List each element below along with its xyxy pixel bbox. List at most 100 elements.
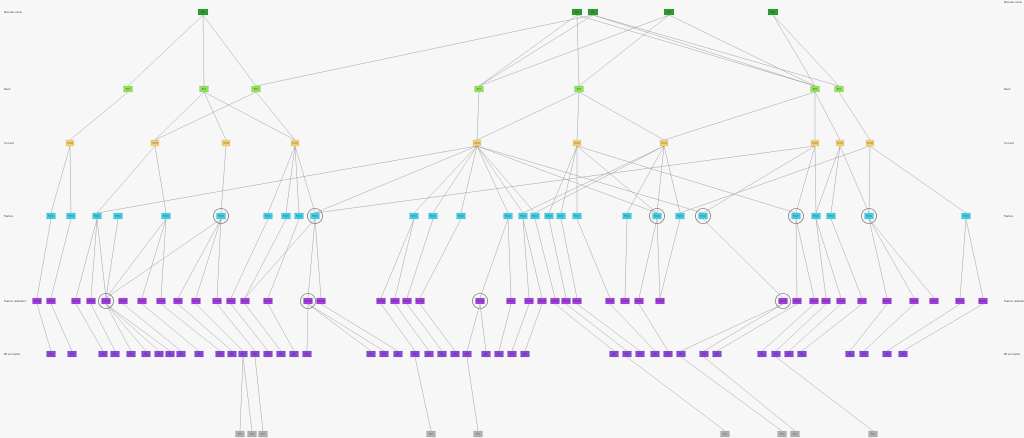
node-r15[interactable]: Realization <box>300 293 316 309</box>
node-r2[interactable]: Realization <box>46 297 56 305</box>
node-b42[interactable]: Bits <box>797 350 807 358</box>
node-f10[interactable]: Feature <box>307 208 323 224</box>
node-n7[interactable]: Need <box>834 85 844 93</box>
node-c5[interactable]: Concept <box>472 139 482 147</box>
node-c8[interactable]: Concept <box>810 139 820 147</box>
node-c3[interactable]: Concept <box>221 139 231 147</box>
node-f6[interactable]: Feature <box>213 208 229 224</box>
node-b21[interactable]: Bits <box>393 350 403 358</box>
node-r28[interactable]: Realization <box>605 297 615 305</box>
node-f24[interactable]: Feature <box>788 208 804 224</box>
node-f28[interactable]: Feature <box>961 212 971 220</box>
node-b9[interactable]: Bits <box>176 350 186 358</box>
node-n6[interactable]: Need <box>810 85 820 93</box>
node-r16[interactable]: Realization <box>316 297 326 305</box>
node-c1[interactable]: Concept <box>65 139 75 147</box>
node-b19[interactable]: Bits <box>366 350 376 358</box>
node-f8[interactable]: Feature <box>281 212 291 220</box>
node-r1[interactable]: Realization <box>32 297 42 305</box>
node-n5[interactable]: Need <box>574 85 584 93</box>
node-r20[interactable]: Realization <box>415 297 425 305</box>
node-r26[interactable]: Realization <box>561 297 571 305</box>
node-b17[interactable]: Bits <box>289 350 299 358</box>
node-b20[interactable]: Bits <box>379 350 389 358</box>
node-r8[interactable]: Realization <box>156 297 166 305</box>
node-f2[interactable]: Feature <box>66 212 76 220</box>
node-r11[interactable]: Realization <box>212 297 222 305</box>
node-b46[interactable]: Bits <box>898 350 908 358</box>
node-r29[interactable]: Realization <box>620 297 630 305</box>
node-b14[interactable]: Bits <box>250 350 260 358</box>
node-b44[interactable]: Bits <box>859 350 869 358</box>
node-r31[interactable]: Realization <box>655 297 665 305</box>
node-f22[interactable]: Feature <box>675 212 685 220</box>
node-b22[interactable]: Bits <box>410 350 420 358</box>
node-b31[interactable]: Bits <box>609 350 619 358</box>
node-b1[interactable]: Bits <box>46 350 56 358</box>
node-g6[interactable]: Item <box>720 430 730 438</box>
node-c9[interactable]: Concept <box>835 139 845 147</box>
node-f19[interactable]: Feature <box>572 212 582 220</box>
node-r23[interactable]: Realization <box>524 297 534 305</box>
node-b15[interactable]: Bits <box>263 350 273 358</box>
node-g8[interactable]: Item <box>790 430 800 438</box>
node-b36[interactable]: Bits <box>676 350 686 358</box>
node-b25[interactable]: Bits <box>450 350 460 358</box>
node-c6[interactable]: Concept <box>572 139 582 147</box>
node-b32[interactable]: Bits <box>622 350 632 358</box>
node-r3[interactable]: Realization <box>71 297 81 305</box>
node-f16[interactable]: Feature <box>530 212 540 220</box>
node-f21[interactable]: Feature <box>649 208 665 224</box>
node-r39[interactable]: Realization <box>909 297 919 305</box>
node-f5[interactable]: Feature <box>161 212 171 220</box>
node-f27[interactable]: Feature <box>861 208 877 224</box>
node-b12[interactable]: Bits <box>227 350 237 358</box>
node-bv1[interactable]: Value <box>197 8 209 16</box>
node-r30[interactable]: Realization <box>634 297 644 305</box>
node-b28[interactable]: Bits <box>494 350 504 358</box>
node-c10[interactable]: Concept <box>865 139 875 147</box>
node-b4[interactable]: Bits <box>110 350 120 358</box>
node-r14[interactable]: Realization <box>263 297 273 305</box>
node-g2[interactable]: Item <box>247 430 257 438</box>
node-r40[interactable]: Realization <box>929 297 939 305</box>
node-f26[interactable]: Feature <box>826 212 836 220</box>
node-r18[interactable]: Realization <box>390 297 400 305</box>
node-f13[interactable]: Feature <box>456 212 466 220</box>
node-f11[interactable]: Feature <box>409 212 419 220</box>
node-b39[interactable]: Bits <box>757 350 767 358</box>
node-g4[interactable]: Item <box>426 430 436 438</box>
node-f14[interactable]: Feature <box>503 212 513 220</box>
node-b41[interactable]: Bits <box>784 350 794 358</box>
node-b3[interactable]: Bits <box>98 350 108 358</box>
node-f18[interactable]: Feature <box>556 212 566 220</box>
node-f7[interactable]: Feature <box>263 212 273 220</box>
node-r38[interactable]: Realization <box>882 297 892 305</box>
node-b6[interactable]: Bits <box>141 350 151 358</box>
node-f17[interactable]: Feature <box>544 212 554 220</box>
node-f1[interactable]: Feature <box>46 212 56 220</box>
node-r24[interactable]: Realization <box>537 297 547 305</box>
node-f3[interactable]: Feature <box>92 212 102 220</box>
node-f25[interactable]: Feature <box>811 212 821 220</box>
node-r33[interactable]: Realization <box>792 297 802 305</box>
node-b38[interactable]: Bits <box>712 350 722 358</box>
node-b33[interactable]: Bits <box>635 350 645 358</box>
node-f15[interactable]: Feature <box>518 212 528 220</box>
node-r7[interactable]: Realization <box>137 297 147 305</box>
node-r19[interactable]: Realization <box>402 297 412 305</box>
node-g7[interactable]: Item <box>777 430 787 438</box>
node-r13[interactable]: Realization <box>240 297 250 305</box>
node-r41[interactable]: Realization <box>955 297 965 305</box>
node-b35[interactable]: Bits <box>663 350 673 358</box>
node-b18[interactable]: Bits <box>302 350 312 358</box>
node-r9[interactable]: Realization <box>173 297 183 305</box>
node-g5[interactable]: Item <box>473 430 483 438</box>
node-b40[interactable]: Bits <box>771 350 781 358</box>
node-r32[interactable]: Realization <box>775 293 791 309</box>
node-b30[interactable]: Bits <box>520 350 530 358</box>
node-g3[interactable]: Item <box>258 430 268 438</box>
node-b45[interactable]: Bits <box>882 350 892 358</box>
node-r36[interactable]: Realization <box>836 297 846 305</box>
node-bv2[interactable]: Value <box>571 8 583 16</box>
